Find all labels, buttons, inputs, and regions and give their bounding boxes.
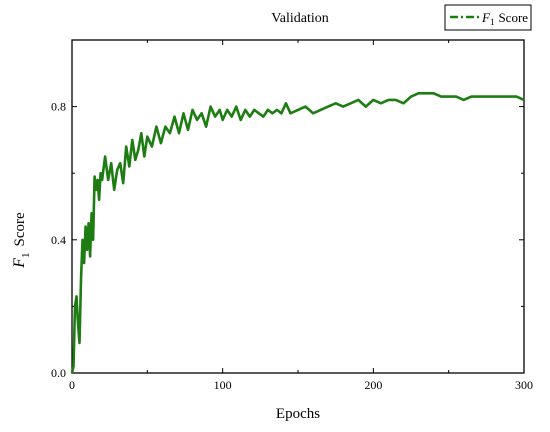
- legend-label-sub: 1: [490, 17, 495, 27]
- x-axis-label: Epochs: [276, 406, 320, 422]
- x-tick-label: 300: [515, 378, 533, 392]
- legend-label: F1 Score: [481, 10, 528, 27]
- legend-box: [444, 4, 532, 31]
- y-tick-label: 0.4: [51, 233, 66, 247]
- x-tick-label: 200: [364, 378, 382, 392]
- y-axis-label: F1 Score: [11, 212, 32, 269]
- axis-ticks: [71, 40, 525, 374]
- y-tick-label: 0.0: [51, 366, 66, 380]
- y-tick-label: 0.8: [51, 100, 66, 114]
- legend-label-italic: F: [481, 10, 491, 25]
- x-tick-labels: 0 100 200 300: [69, 378, 533, 392]
- legend-label-text: Score: [498, 10, 528, 25]
- y-axis-label-italic: F: [11, 258, 28, 269]
- y-tick-labels: 0.0 0.4 0.8: [51, 100, 66, 380]
- x-tick-label: 100: [214, 378, 232, 392]
- series-line-f1-score: [70, 92, 525, 374]
- y-axis-label-sub: 1: [20, 252, 32, 258]
- y-axis-label-text: Score: [12, 212, 28, 246]
- chart-title: Validation: [271, 11, 329, 26]
- x-tick-label: 0: [69, 378, 75, 392]
- legend: F1 Score: [444, 4, 532, 31]
